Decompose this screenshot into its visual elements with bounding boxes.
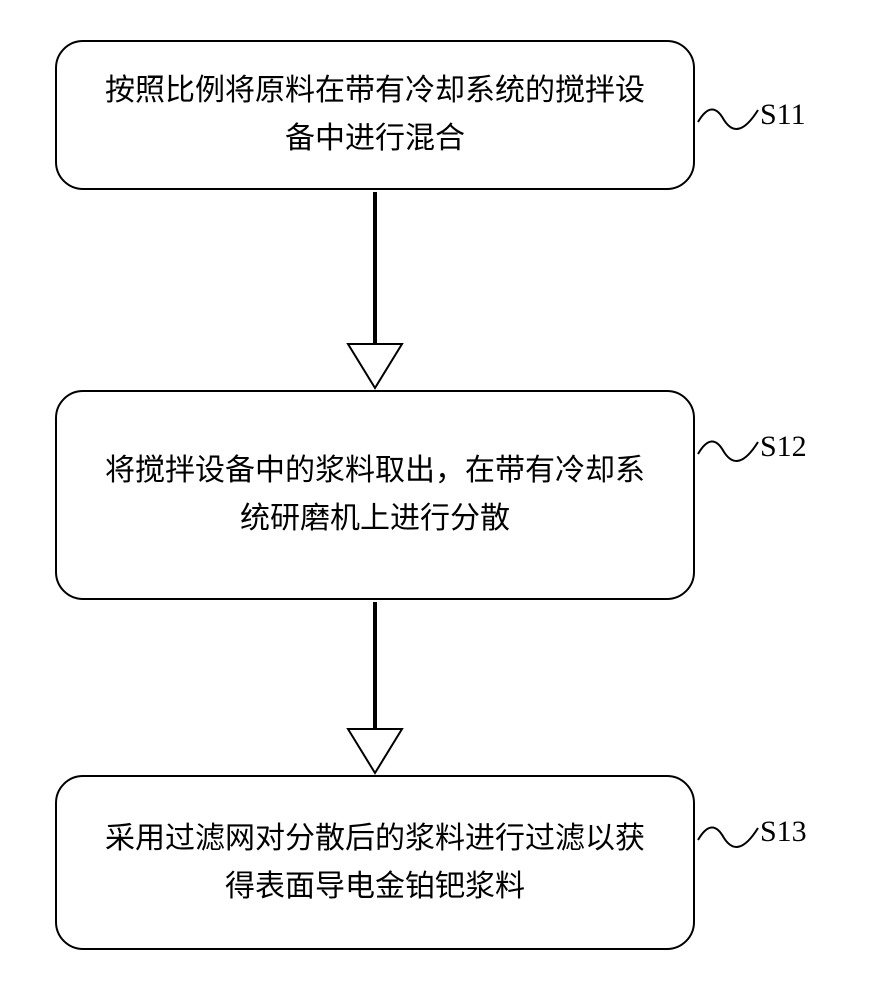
- node-line1: 采用过滤网对分散后的浆料进行过滤以获: [105, 822, 645, 855]
- flow-node-s12: 将搅拌设备中的浆料取出，在带有冷却系 统研磨机上进行分散: [55, 390, 695, 600]
- jaggy-1: [698, 109, 758, 128]
- node-line2: 得表面导电金铂钯浆料: [225, 870, 525, 903]
- flow-node-s13: 采用过滤网对分散后的浆料进行过滤以获 得表面导电金铂钯浆料: [55, 775, 695, 950]
- node-line2: 备中进行混合: [285, 122, 465, 155]
- flow-node-s11: 按照比例将原料在带有冷却系统的搅拌设 备中进行混合: [55, 40, 695, 190]
- jaggy-2: [698, 441, 758, 460]
- node-text: 按照比例将原料在带有冷却系统的搅拌设 备中进行混合: [105, 67, 645, 163]
- node-line2: 统研磨机上进行分散: [240, 502, 510, 535]
- node-line1: 按照比例将原料在带有冷却系统的搅拌设: [105, 74, 645, 107]
- step-label-s13: S13: [760, 815, 807, 849]
- step-label-s11: S11: [760, 98, 806, 132]
- flowchart-container: 按照比例将原料在带有冷却系统的搅拌设 备中进行混合 S11 将搅拌设备中的浆料取…: [0, 0, 871, 1000]
- jaggy-3: [698, 827, 758, 846]
- arrow-2: [348, 602, 402, 773]
- node-line1: 将搅拌设备中的浆料取出，在带有冷却系: [105, 454, 645, 487]
- step-label-s12: S12: [760, 430, 807, 464]
- arrow-1: [348, 192, 402, 388]
- node-text: 采用过滤网对分散后的浆料进行过滤以获 得表面导电金铂钯浆料: [105, 815, 645, 911]
- node-text: 将搅拌设备中的浆料取出，在带有冷却系 统研磨机上进行分散: [105, 447, 645, 543]
